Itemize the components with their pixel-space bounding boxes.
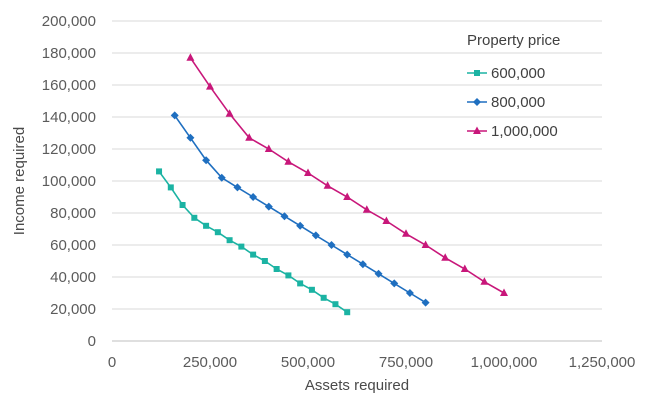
data-point bbox=[203, 222, 210, 229]
legend-marker bbox=[473, 98, 481, 106]
legend-label: 600,000 bbox=[491, 65, 545, 82]
y-tick-label: 140,000 bbox=[42, 109, 96, 126]
series-line bbox=[158, 170, 348, 313]
series-3 bbox=[186, 53, 508, 296]
data-point bbox=[249, 193, 258, 201]
data-point bbox=[273, 266, 280, 272]
y-tick-label: 160,000 bbox=[42, 77, 96, 94]
x-tick-label: 1,000,000 bbox=[471, 354, 538, 371]
x-tick-label: 0 bbox=[108, 354, 116, 371]
data-point bbox=[296, 221, 305, 230]
data-point bbox=[245, 133, 254, 141]
data-point bbox=[284, 157, 293, 165]
data-point bbox=[344, 309, 351, 316]
data-point bbox=[225, 109, 234, 117]
data-point bbox=[264, 202, 273, 211]
y-tick-label: 120,000 bbox=[42, 141, 96, 158]
data-point bbox=[421, 298, 430, 307]
data-point bbox=[343, 192, 352, 200]
data-point bbox=[186, 133, 195, 142]
data-point bbox=[264, 144, 273, 152]
y-tick-label: 40,000 bbox=[50, 269, 96, 286]
data-point bbox=[311, 231, 320, 240]
data-point bbox=[441, 253, 450, 261]
series-line bbox=[174, 114, 427, 304]
data-point bbox=[382, 216, 391, 224]
data-point bbox=[460, 264, 469, 272]
data-point bbox=[358, 260, 367, 269]
x-tick-labels: 0 250,000 500,000 750,000 1,000,000 1,250,000 bbox=[108, 354, 636, 371]
data-point bbox=[402, 229, 410, 237]
data-point bbox=[217, 173, 226, 182]
data-point bbox=[261, 258, 268, 264]
data-point bbox=[285, 272, 292, 279]
legend-entry: 600,000 bbox=[467, 65, 545, 82]
legend: Property price 600,000 800,000 1,000,000 bbox=[467, 32, 560, 140]
x-tick-label: 750,000 bbox=[379, 354, 433, 371]
gridlines bbox=[112, 20, 602, 342]
data-point bbox=[280, 212, 289, 221]
legend-label: 800,000 bbox=[491, 94, 545, 111]
legend-entry: 800,000 bbox=[467, 94, 545, 111]
data-point bbox=[308, 286, 315, 293]
data-point bbox=[320, 294, 327, 301]
series-2 bbox=[170, 111, 430, 307]
series-1 bbox=[156, 168, 351, 316]
legend-marker bbox=[474, 70, 480, 76]
y-tick-label: 60,000 bbox=[50, 237, 96, 254]
data-point bbox=[156, 168, 163, 175]
data-point bbox=[238, 243, 245, 250]
data-point bbox=[480, 277, 489, 285]
data-point bbox=[170, 111, 179, 120]
data-point bbox=[226, 237, 233, 244]
data-point bbox=[186, 53, 195, 61]
data-point bbox=[191, 214, 198, 221]
data-point bbox=[233, 183, 242, 192]
y-tick-label: 80,000 bbox=[50, 205, 96, 222]
data-point bbox=[421, 240, 430, 248]
y-tick-label: 20,000 bbox=[50, 301, 96, 318]
y-axis-title: Income required bbox=[11, 127, 28, 235]
x-tick-label: 500,000 bbox=[281, 354, 335, 371]
x-tick-label: 250,000 bbox=[183, 354, 237, 371]
data-point bbox=[304, 168, 312, 176]
data-point bbox=[390, 279, 399, 288]
legend-label: 1,000,000 bbox=[491, 123, 558, 140]
data-point bbox=[167, 184, 174, 191]
data-point bbox=[206, 82, 214, 90]
x-axis-title: Assets required bbox=[305, 377, 409, 394]
x-tick-label: 1,250,000 bbox=[569, 354, 636, 371]
legend-entry: 1,000,000 bbox=[467, 123, 558, 140]
data-point bbox=[332, 301, 339, 308]
data-point bbox=[214, 229, 221, 236]
data-point bbox=[327, 241, 336, 249]
legend-marker bbox=[473, 126, 481, 134]
y-tick-labels: 0 20,000 40,000 60,000 80,000 100,000 120,000 1… bbox=[42, 13, 96, 350]
y-tick-label: 180,000 bbox=[42, 45, 96, 62]
y-tick-label: 200,000 bbox=[42, 13, 96, 30]
data-point bbox=[297, 280, 304, 287]
data-point bbox=[179, 202, 186, 208]
data-point bbox=[343, 250, 352, 259]
data-point bbox=[323, 181, 332, 189]
y-tick-label: 0 bbox=[88, 333, 96, 350]
data-point bbox=[374, 269, 383, 278]
series-group bbox=[156, 53, 508, 316]
legend-title: Property price bbox=[467, 32, 560, 49]
data-point bbox=[250, 251, 257, 258]
data-point bbox=[500, 288, 508, 296]
data-point bbox=[202, 156, 211, 165]
y-tick-label: 100,000 bbox=[42, 173, 96, 190]
data-point bbox=[405, 289, 414, 297]
data-point bbox=[362, 205, 371, 213]
